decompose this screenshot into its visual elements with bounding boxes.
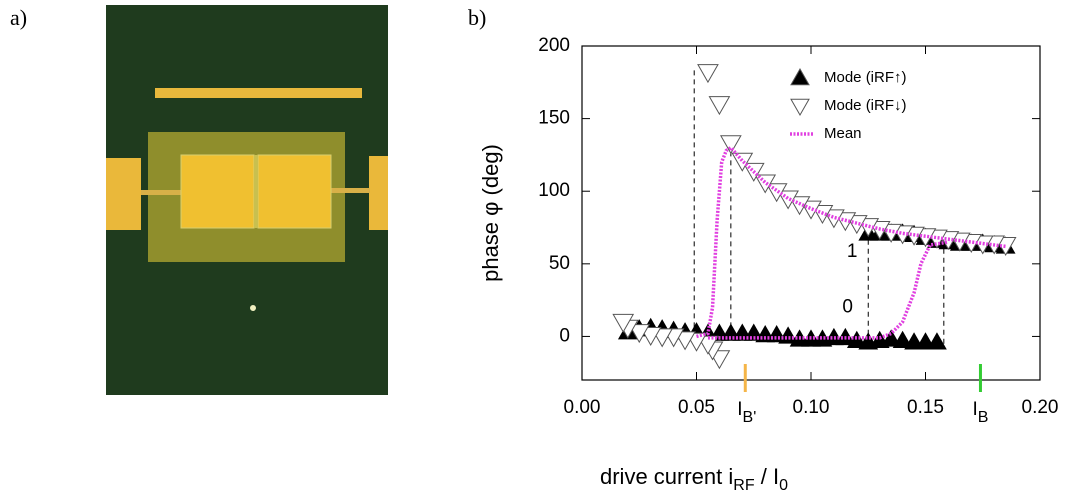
y-tick-label: 0 xyxy=(559,325,570,346)
y-tick-label: 100 xyxy=(538,180,570,201)
x-tick-label: 0.05 xyxy=(678,397,715,418)
up-marker xyxy=(927,332,947,350)
down-marker xyxy=(697,64,719,84)
x-axis-label-part: drive current i xyxy=(600,464,733,489)
x-tick-label: 0.00 xyxy=(564,397,601,418)
up-marker xyxy=(846,330,867,349)
down-marker xyxy=(628,324,651,344)
y-tick-label: 200 xyxy=(538,35,570,56)
x-axis-label-part: 0 xyxy=(779,477,788,494)
down-marker xyxy=(708,96,731,116)
annotation: 0 xyxy=(842,296,853,317)
legend-label: Mean xyxy=(824,125,862,142)
current-marker-label: IB xyxy=(972,399,988,426)
y-tick-label: 50 xyxy=(549,253,570,274)
legend-label: Mode (iRF↑) xyxy=(824,69,907,86)
mean-line xyxy=(707,240,949,340)
up-marker xyxy=(881,329,902,347)
legend-swatch xyxy=(790,67,810,86)
down-marker xyxy=(639,326,662,346)
down-marker xyxy=(612,313,635,333)
current-marker-label-main: I xyxy=(737,399,742,420)
y-axis-label: phase φ (deg) xyxy=(478,144,503,282)
annotation: 1 xyxy=(847,241,858,262)
legend-swatch xyxy=(790,98,810,117)
mean-line xyxy=(696,145,1006,339)
current-marker-label-main: I xyxy=(972,399,977,420)
down-marker xyxy=(788,196,811,216)
x-axis-label-part: RF xyxy=(733,477,755,494)
current-marker-label-sub: B' xyxy=(743,409,757,426)
x-axis-label: drive current iRF / I0 xyxy=(600,464,788,494)
legend-label: Mode (iRF↓) xyxy=(824,97,907,114)
x-tick-label: 0.15 xyxy=(907,397,944,418)
current-marker-label-sub: B xyxy=(978,409,989,426)
micrograph xyxy=(106,5,388,395)
down-marker xyxy=(754,174,777,194)
y-tick-label: 150 xyxy=(538,108,570,129)
x-tick-label: 0.20 xyxy=(1022,397,1059,418)
panel-label: b) xyxy=(468,5,486,30)
current-marker-label: IB' xyxy=(737,399,756,426)
down-marker xyxy=(719,135,742,155)
up-marker xyxy=(892,330,913,349)
x-axis-label-part: / I xyxy=(755,464,779,489)
down-marker xyxy=(674,331,696,351)
x-tick-label: 0.10 xyxy=(793,397,830,418)
panel-label: a) xyxy=(10,5,27,30)
